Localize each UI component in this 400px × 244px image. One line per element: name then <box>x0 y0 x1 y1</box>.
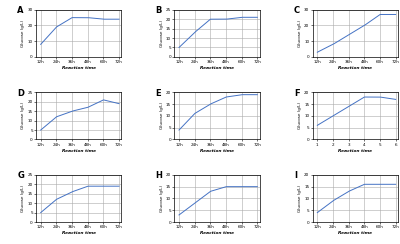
X-axis label: Reaction time: Reaction time <box>338 66 372 70</box>
Text: H: H <box>156 171 162 180</box>
Y-axis label: Glucose (g/L): Glucose (g/L) <box>22 102 26 130</box>
Text: F: F <box>294 89 300 98</box>
Y-axis label: Glucose (g/L): Glucose (g/L) <box>160 102 164 130</box>
X-axis label: Reaction time: Reaction time <box>200 66 234 70</box>
X-axis label: Reaction time: Reaction time <box>338 149 372 153</box>
X-axis label: Reaction time: Reaction time <box>62 66 96 70</box>
Y-axis label: Glucose (g/L): Glucose (g/L) <box>298 20 302 47</box>
Text: E: E <box>156 89 161 98</box>
Y-axis label: Glucose (g/L): Glucose (g/L) <box>22 185 26 212</box>
Text: G: G <box>17 171 24 180</box>
Text: A: A <box>17 6 24 15</box>
Y-axis label: Glucose (g/L): Glucose (g/L) <box>160 185 164 212</box>
Text: I: I <box>294 171 297 180</box>
Y-axis label: Glucose (g/L): Glucose (g/L) <box>22 20 26 47</box>
Y-axis label: Glucose (g/L): Glucose (g/L) <box>160 20 164 47</box>
Text: B: B <box>156 6 162 15</box>
Text: C: C <box>294 6 300 15</box>
X-axis label: Reaction time: Reaction time <box>62 149 96 153</box>
Y-axis label: Glucose (g/L): Glucose (g/L) <box>298 102 302 130</box>
X-axis label: Reaction time: Reaction time <box>200 149 234 153</box>
Y-axis label: Glucose (g/L): Glucose (g/L) <box>298 185 302 212</box>
Text: D: D <box>17 89 24 98</box>
X-axis label: Reaction time: Reaction time <box>200 231 234 235</box>
X-axis label: Reaction time: Reaction time <box>338 231 372 235</box>
X-axis label: Reaction time: Reaction time <box>62 231 96 235</box>
